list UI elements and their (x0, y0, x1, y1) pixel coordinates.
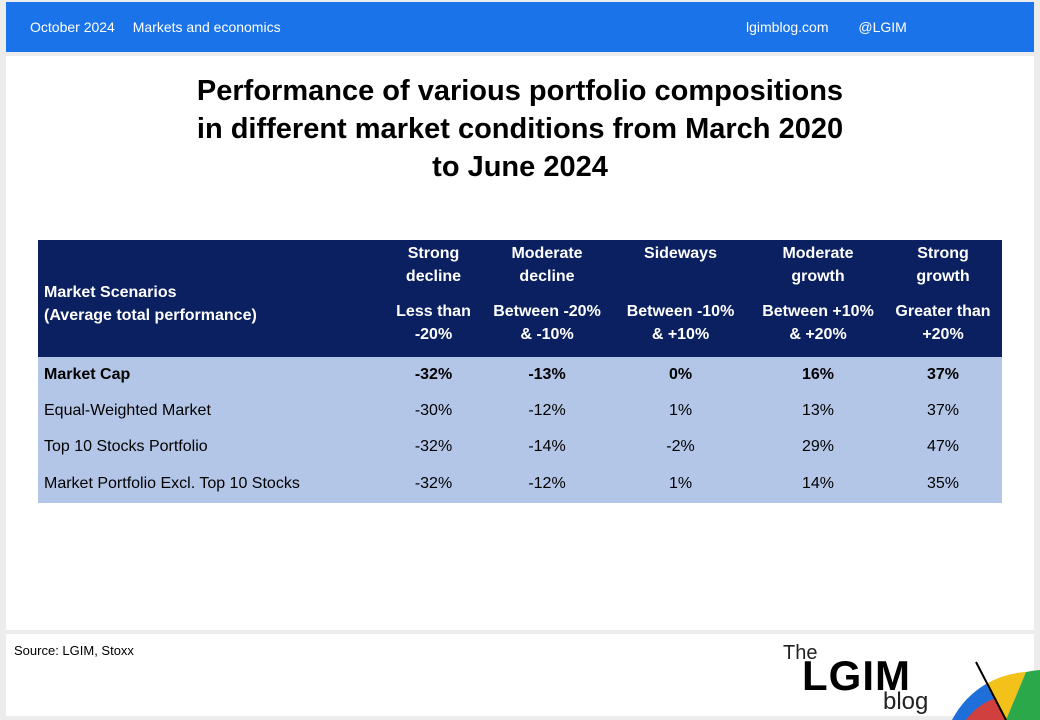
title-line: in different market conditions from Marc… (196, 113, 844, 145)
table-cell: 37% (884, 357, 1002, 393)
table-cell: -12% (485, 393, 609, 429)
footer-panel (6, 634, 1034, 716)
table-row: Top 10 Stocks Portfolio -32% -14% -2% 29… (38, 429, 1002, 465)
lgim-blog-logo[interactable]: The LGIM blog (780, 640, 1040, 720)
column-header-sideways: Sideways Between -10% & +10% (609, 240, 752, 357)
table-cell: -30% (382, 393, 485, 429)
table-cell: 16% (752, 357, 884, 393)
table-cell: -14% (485, 429, 609, 465)
column-header-moderate-growth: Moderate growth Between +10% & +20% (752, 240, 884, 357)
site-link[interactable]: lgimblog.com (746, 19, 829, 35)
table-cell: 1% (609, 465, 752, 503)
table-cell: 1% (609, 393, 752, 429)
column-header-strong-decline: Strong decline Less than -20% (382, 240, 485, 357)
title-line: to June 2024 (432, 151, 608, 183)
scenario-header: Market Scenarios (Average total performa… (38, 240, 382, 357)
table-row: Market Portfolio Excl. Top 10 Stocks -32… (38, 465, 1002, 503)
table-cell: 37% (884, 393, 1002, 429)
page-title: Performance of various portfolio composi… (0, 72, 1040, 186)
row-label: Equal-Weighted Market (38, 393, 382, 429)
table-cell: 14% (752, 465, 884, 503)
table-cell: 47% (884, 429, 1002, 465)
date-label: October 2024 (30, 19, 115, 35)
table-cell: -12% (485, 465, 609, 503)
source-note: Source: LGIM, Stoxx (14, 643, 134, 658)
column-header-strong-growth: Strong growth Greater than +20% (884, 240, 1002, 357)
logo-the-text: The (783, 642, 818, 664)
table-cell: 29% (752, 429, 884, 465)
table-row: Market Cap -32% -13% 0% 16% 37% (38, 357, 1002, 393)
table-cell: 0% (609, 357, 752, 393)
umbrella-icon (952, 661, 1040, 720)
table-cell: -32% (382, 357, 485, 393)
table-row: Equal-Weighted Market -30% -12% 1% 13% 3… (38, 393, 1002, 429)
top-bar: October 2024 Markets and economics lgimb… (6, 2, 1034, 52)
table-cell: -32% (382, 429, 485, 465)
table-cell: 35% (884, 465, 1002, 503)
row-label: Market Cap (38, 357, 382, 393)
logo-blog-text: blog (883, 688, 929, 715)
row-label: Top 10 Stocks Portfolio (38, 429, 382, 465)
table-cell: -32% (382, 465, 485, 503)
twitter-handle-link[interactable]: @LGIM (858, 19, 907, 35)
row-label: Market Portfolio Excl. Top 10 Stocks (38, 465, 382, 503)
table-cell: 13% (752, 393, 884, 429)
title-line: Performance of various portfolio composi… (196, 75, 844, 107)
column-header-moderate-decline: Moderate decline Between -20% & -10% (485, 240, 609, 357)
performance-table: Market Scenarios (Average total performa… (38, 240, 1002, 503)
table-header-row: Market Scenarios (Average total performa… (38, 240, 1002, 357)
table-cell: -13% (485, 357, 609, 393)
table-cell: -2% (609, 429, 752, 465)
logo-lgim-text: LGIM (802, 652, 911, 699)
category-link[interactable]: Markets and economics (132, 19, 281, 35)
